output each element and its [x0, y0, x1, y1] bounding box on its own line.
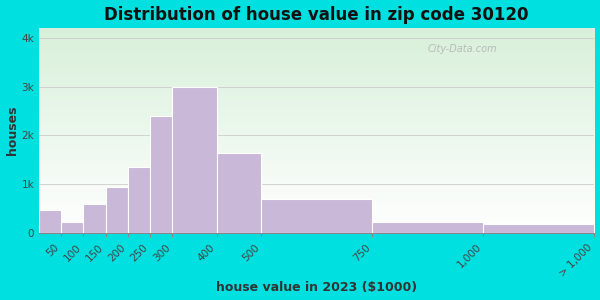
Bar — [172, 87, 217, 233]
Bar — [83, 204, 106, 233]
Bar — [484, 224, 595, 233]
Title: Distribution of house value in zip code 30120: Distribution of house value in zip code … — [104, 6, 529, 24]
Bar — [39, 210, 61, 233]
Bar — [372, 223, 484, 233]
Bar — [150, 116, 172, 233]
Bar — [128, 167, 150, 233]
Y-axis label: houses: houses — [5, 106, 19, 155]
Bar — [261, 199, 372, 233]
X-axis label: house value in 2023 ($1000): house value in 2023 ($1000) — [216, 281, 417, 294]
Text: City-Data.com: City-Data.com — [428, 44, 497, 54]
Bar — [217, 153, 261, 233]
Bar — [61, 223, 83, 233]
Bar — [106, 187, 128, 233]
